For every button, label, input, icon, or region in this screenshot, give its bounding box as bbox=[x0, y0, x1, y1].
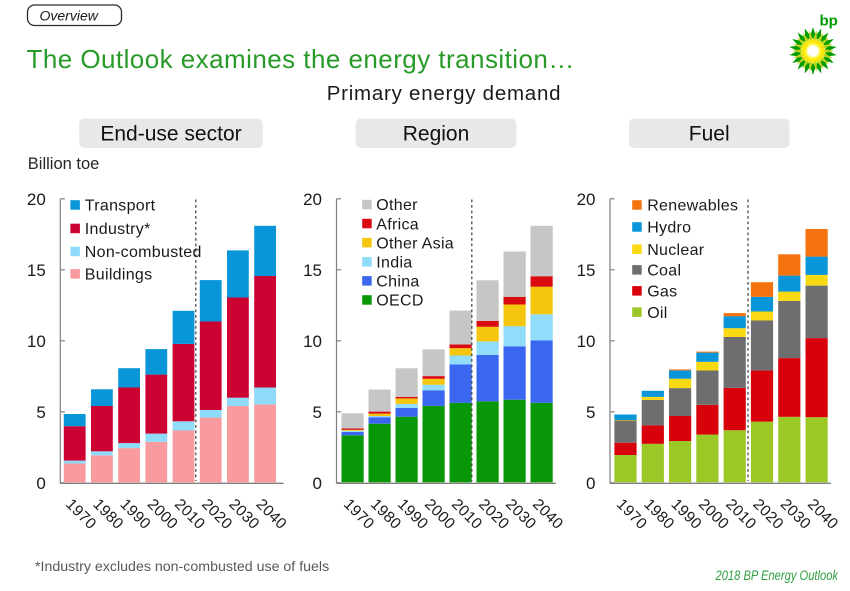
svg-text:The Outlook examines the energ: The Outlook examines the energy transiti… bbox=[27, 44, 575, 74]
svg-text:Hydro: Hydro bbox=[647, 220, 691, 237]
svg-text:Primary energy demand: Primary energy demand bbox=[327, 82, 562, 105]
svg-text:OECD: OECD bbox=[376, 293, 423, 310]
svg-text:5: 5 bbox=[36, 403, 45, 422]
svg-text:15: 15 bbox=[27, 261, 46, 280]
svg-text:0: 0 bbox=[313, 474, 322, 493]
svg-text:15: 15 bbox=[303, 261, 322, 280]
svg-text:Other: Other bbox=[376, 197, 418, 214]
svg-text:5: 5 bbox=[313, 403, 322, 422]
svg-text:Africa: Africa bbox=[376, 216, 419, 233]
svg-text:Transport: Transport bbox=[85, 198, 156, 215]
svg-text:20: 20 bbox=[303, 190, 322, 209]
svg-text:20: 20 bbox=[27, 190, 46, 209]
svg-text:bp: bp bbox=[820, 13, 838, 30]
svg-text:0: 0 bbox=[586, 474, 595, 493]
svg-text:20: 20 bbox=[577, 190, 596, 209]
svg-text:China: China bbox=[376, 274, 419, 291]
svg-text:Non-combusted: Non-combusted bbox=[85, 244, 202, 261]
svg-text:Renewables: Renewables bbox=[647, 198, 738, 215]
svg-text:2018 BP Energy Outlook: 2018 BP Energy Outlook bbox=[715, 568, 839, 583]
svg-text:10: 10 bbox=[577, 332, 596, 351]
svg-text:Gas: Gas bbox=[647, 284, 677, 301]
svg-text:Buildings: Buildings bbox=[85, 267, 153, 284]
svg-text:5: 5 bbox=[586, 403, 595, 422]
svg-text:15: 15 bbox=[577, 261, 596, 280]
svg-text:Fuel: Fuel bbox=[689, 123, 730, 146]
svg-text:India: India bbox=[376, 255, 412, 272]
svg-text:*Industry excludes non-combust: *Industry excludes non-combusted use of … bbox=[35, 559, 329, 575]
svg-text:Billion toe: Billion toe bbox=[28, 155, 100, 173]
svg-text:10: 10 bbox=[27, 332, 46, 351]
svg-text:Overview: Overview bbox=[40, 7, 99, 23]
svg-text:Region: Region bbox=[403, 123, 470, 146]
svg-text:Nuclear: Nuclear bbox=[647, 242, 705, 259]
svg-text:Industry*: Industry* bbox=[85, 221, 151, 238]
svg-text:Oil: Oil bbox=[647, 305, 667, 322]
svg-text:Coal: Coal bbox=[647, 263, 681, 280]
svg-text:10: 10 bbox=[303, 332, 322, 351]
svg-text:Other Asia: Other Asia bbox=[376, 235, 454, 252]
svg-text:0: 0 bbox=[36, 474, 45, 493]
svg-text:End-use sector: End-use sector bbox=[100, 123, 241, 146]
